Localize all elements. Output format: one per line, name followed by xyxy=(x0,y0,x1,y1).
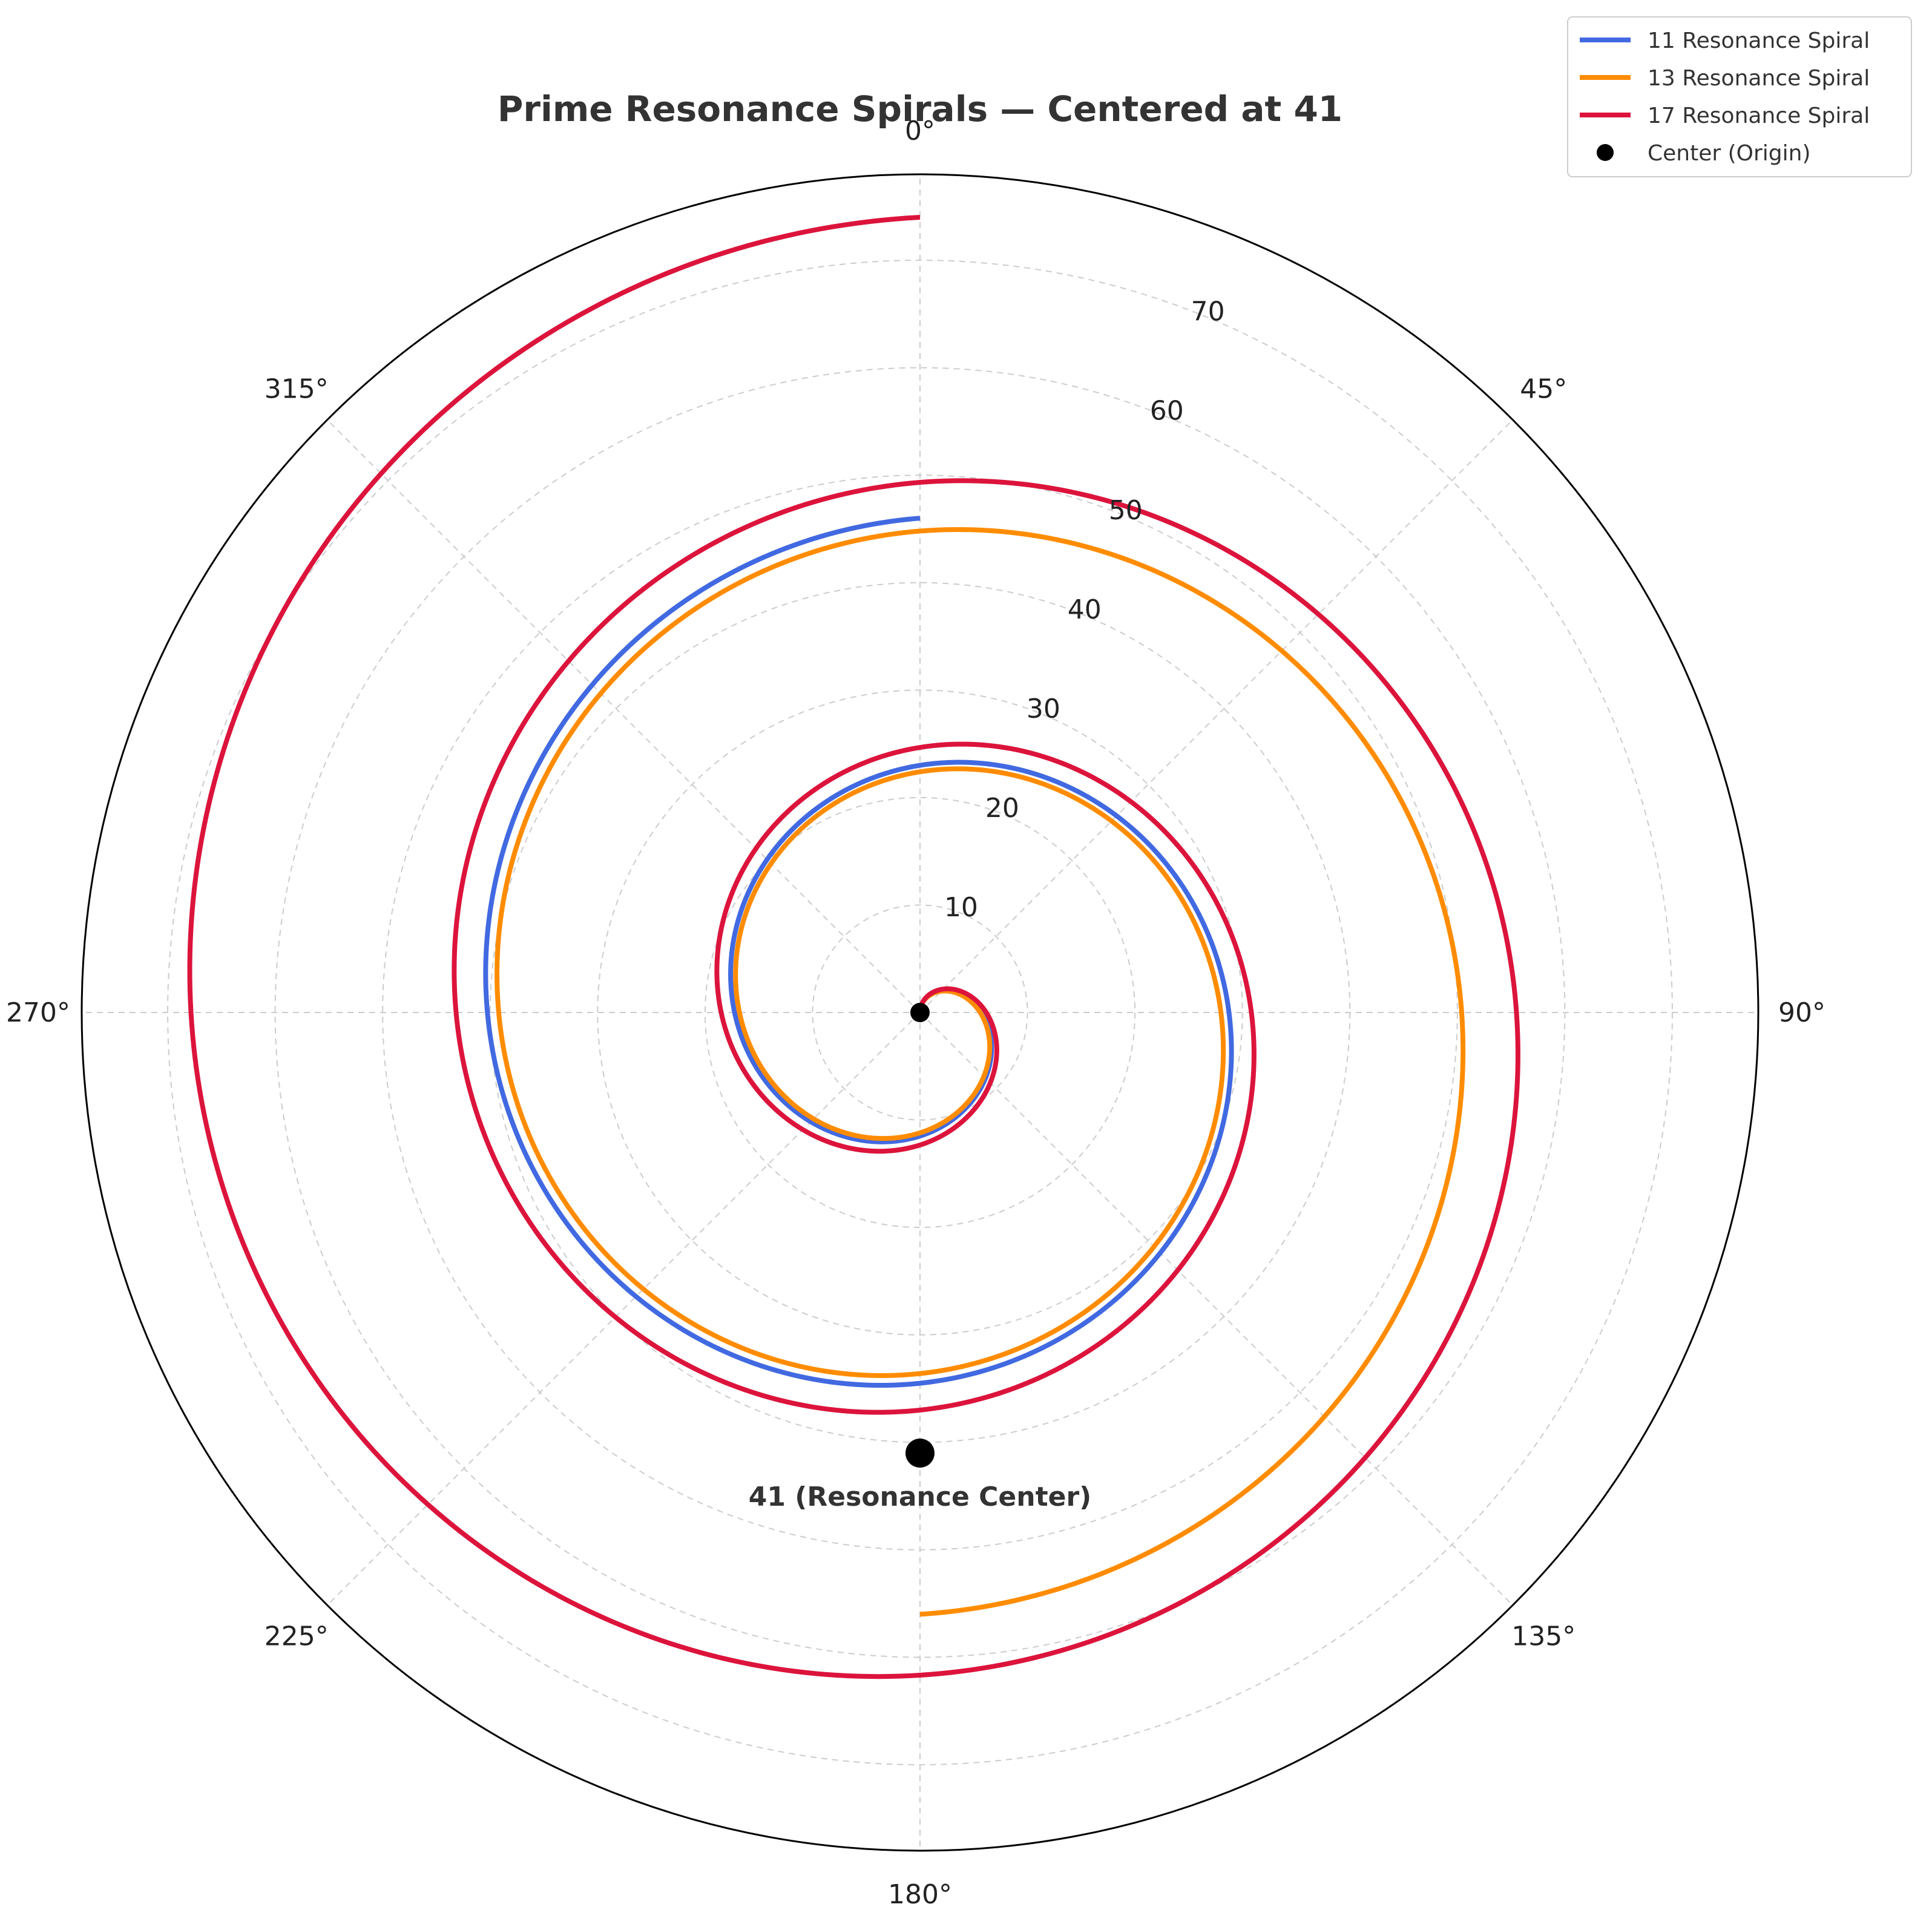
angular-gridline-135 xyxy=(919,1012,1514,1606)
legend: 11 Resonance Spiral 13 Resonance Spiral 17… xyxy=(1567,16,1912,177)
angular-gridline-45 xyxy=(919,419,1514,1013)
legend-swatch-center xyxy=(1597,144,1614,161)
angle-tick-label: 0° xyxy=(905,116,935,146)
spiral-series xyxy=(187,215,1520,1679)
radial-gridline-10 xyxy=(812,904,1028,1121)
angle-tick-label: 90° xyxy=(1778,997,1825,1028)
resonance-center-marker xyxy=(905,1439,935,1468)
radial-tick-label: 70 xyxy=(1191,297,1225,327)
series-line-13 xyxy=(494,527,1466,1617)
polar-grid xyxy=(82,174,1758,1851)
radial-tick-label: 60 xyxy=(1150,396,1184,427)
angle-tick-label: 270° xyxy=(6,997,70,1028)
radial-tick-label: 40 xyxy=(1068,594,1102,625)
polar-frame xyxy=(80,173,1760,1852)
polar-axis: 0° 45° 90° 135° 180° 225° 270° 315° 10 20 30 40 50 60… xyxy=(6,116,1825,1910)
angle-tick-label: 315° xyxy=(264,374,329,405)
series-line-11 xyxy=(483,516,1234,1388)
chart-title: Prime Resonance Spirals — Centered at 41 xyxy=(498,88,1342,130)
legend-label: 13 Resonance Spiral xyxy=(1648,66,1870,91)
legend-label: Center (Origin) xyxy=(1648,141,1811,166)
radial-tick-label: 20 xyxy=(985,793,1019,824)
markers: 41 (Resonance Center) xyxy=(749,1003,1092,1512)
angle-tick-label: 225° xyxy=(264,1621,329,1652)
angle-tick-label: 45° xyxy=(1520,374,1567,405)
legend-box xyxy=(1567,16,1912,177)
radial-gridline-20 xyxy=(704,796,1136,1229)
angle-tick-label: 180° xyxy=(888,1879,952,1910)
angular-gridline-225 xyxy=(326,1012,921,1606)
legend-label: 17 Resonance Spiral xyxy=(1648,103,1870,128)
center-origin-marker xyxy=(910,1003,930,1022)
radial-tick-label: 50 xyxy=(1109,495,1143,526)
radial-tick-label: 10 xyxy=(944,892,978,923)
radial-gridline-30 xyxy=(597,689,1243,1336)
legend-label: 11 Resonance Spiral xyxy=(1648,28,1870,53)
annotation-label: 41 (Resonance Center) xyxy=(749,1482,1092,1512)
angular-gridline-315 xyxy=(326,419,921,1013)
series-line-17 xyxy=(187,215,1520,1679)
radial-tick-label: 30 xyxy=(1027,694,1060,724)
angle-tick-label: 135° xyxy=(1511,1621,1576,1652)
